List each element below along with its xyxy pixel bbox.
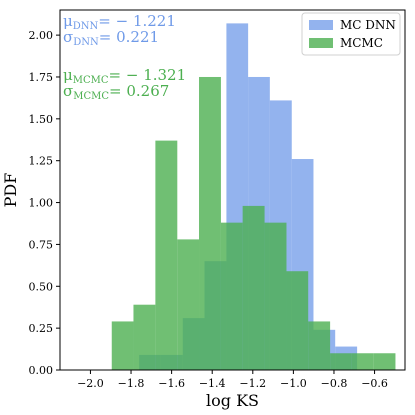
histogram-bar [351,353,374,370]
histogram-bar [286,271,309,370]
histogram-bar [133,304,156,370]
y-axis-label: PDF [1,173,20,208]
legend-swatch [309,20,333,30]
stat-annotation: μMCMC= − 1.321 [63,66,186,86]
x-tick-label: −1.6 [158,377,185,390]
stat-annotation: σMCMC= 0.267 [63,82,169,102]
legend: MC DNN MCMC [301,12,401,56]
y-tick-label: 1.50 [29,113,54,126]
y-tick-label: 1.00 [29,197,54,210]
legend-swatch [309,38,333,48]
histogram-bar [308,321,331,370]
plot-frame [59,9,406,371]
y-tick-label: 1.75 [29,71,54,84]
histogram-bar [155,140,178,370]
bars-layer [111,23,396,370]
x-tick-label: −1.8 [118,377,145,390]
histogram-bar [220,222,243,370]
histogram-bar [111,321,134,370]
histogram-bar [199,76,221,370]
histogram-bar [242,205,265,370]
ticks-layer: −2.0 −1.8 −1.6 −1.4 −1.2 −1.0 −0.8 −0.6 0.00 0.25… [29,29,388,390]
x-tick-label: −1.2 [239,377,266,390]
x-tick-label: −1.4 [199,377,226,390]
series-mcmc [111,76,396,370]
histogram-bar [177,239,200,370]
x-tick-label: −0.6 [361,377,388,390]
y-tick-label: 0.75 [29,238,54,251]
histogram-bar [264,222,287,370]
legend-label: MC DNN [340,18,396,32]
y-tick-label: 0.50 [29,280,54,293]
y-tick-label: 0.00 [29,364,54,377]
x-tick-label: −2.0 [77,377,104,390]
x-axis-label: log KS [206,391,259,410]
stat-annotation: σDNN= 0.221 [63,28,159,48]
stat-annotation: μDNN= − 1.221 [63,12,176,32]
histogram-bar [373,353,396,370]
x-tick-label: −1.0 [280,377,307,390]
y-tick-label: 2.00 [29,29,54,42]
y-tick-label: 0.25 [29,322,54,335]
x-tick-label: −0.8 [321,377,348,390]
y-tick-label: 1.25 [29,155,54,168]
legend-label: MCMC [340,36,383,50]
histogram-bar [330,353,352,370]
